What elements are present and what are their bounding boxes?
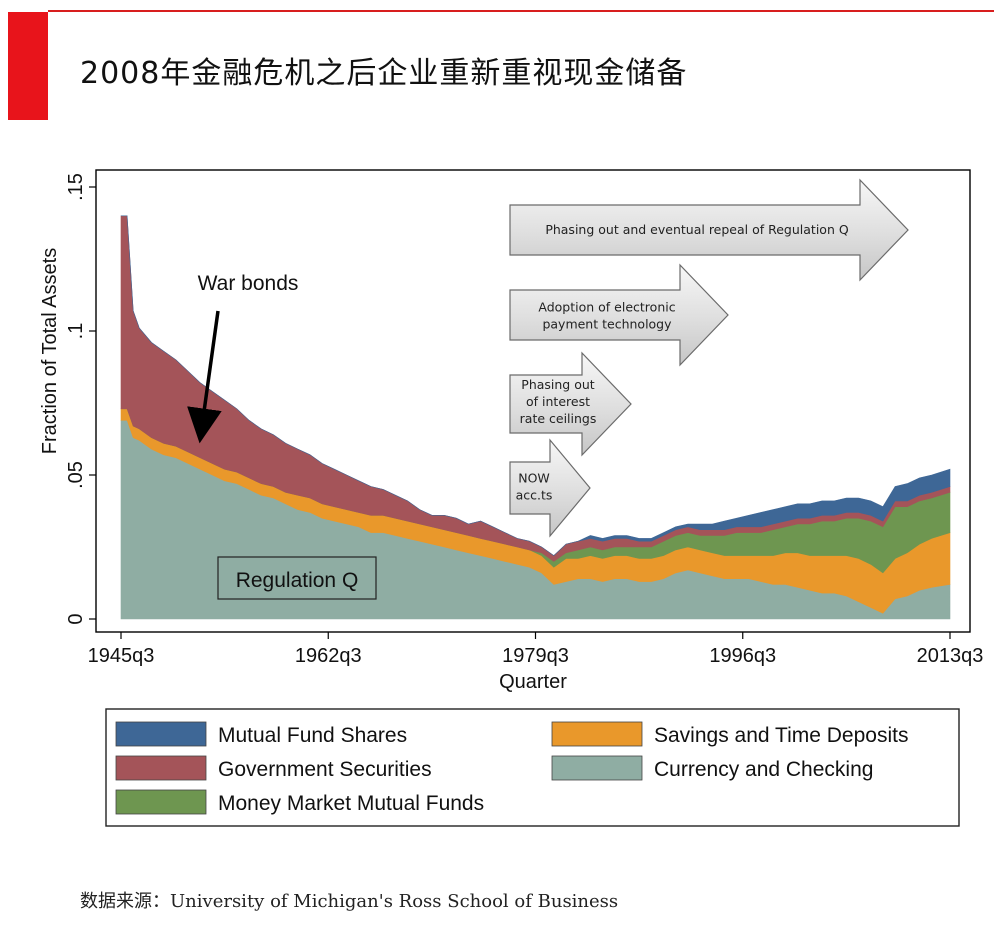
area-mutual-fund-shares [121,215,951,556]
stacked-area-chart: 0 .05 .1 .15 1945q3 1962q3 1979q3 1996q3 2013q3 F… [39,169,984,827]
policy-arrow-4-label: acc.ts [516,488,553,503]
accent-bar [8,12,48,120]
legend-label-savings-and-time-deposits: Savings and Time Deposits [654,724,908,747]
x-tick-label: 1979q3 [502,645,569,667]
policy-arrow-2-label: payment technology [542,317,672,332]
legend: Mutual Fund Shares Savings and Time Depos… [105,708,960,827]
source-label: 数据来源： [80,891,170,912]
legend-swatch-currency-and-checking [551,755,643,781]
y-tick-label: .1 [65,323,87,340]
policy-arrow-4-label: NOW [518,471,550,486]
annotations: War bonds Regulation Q Phasing out and eve… [187,178,909,600]
x-tick-label: 1996q3 [709,645,776,667]
x-tick-label: 1945q3 [88,645,155,667]
x-tick-label: 1962q3 [295,645,362,667]
slide-title: 2008年金融危机之后企业重新重视现金储备 [80,56,688,91]
y-tick-label: .15 [65,173,87,201]
policy-arrow-3 [509,351,632,457]
war-bonds-label: War bonds [198,272,299,295]
y-tick-label: .05 [65,461,87,489]
policy-arrow-3-label: rate ceilings [520,411,597,426]
policy-arrow-1 [509,178,909,282]
legend-swatch-money-market-mutual-funds [115,789,207,815]
plot-area [120,215,951,620]
legend-label-government-securities: Government Securities [218,758,432,781]
y-tick-label: 0 [65,613,87,624]
regulation-q-box [217,556,377,600]
legend-swatch-savings-and-time-deposits [551,721,643,747]
x-axis-title: Quarter [499,671,567,693]
policy-arrow-1-label: Phasing out and eventual repeal of Regul… [545,222,849,237]
legend-box [105,708,960,827]
legend-label-mutual-fund-shares: Mutual Fund Shares [218,724,407,747]
legend-label-currency-and-checking: Currency and Checking [654,758,873,781]
policy-arrow-2 [509,263,729,367]
source-text: University of Michigan's Ross School of … [170,891,619,912]
plot-frame [95,169,971,633]
policy-arrow-3-label: of interest [526,394,590,409]
y-axis-title: Fraction of Total Assets [39,248,61,454]
top-rule [48,10,994,12]
legend-swatch-government-securities [115,755,207,781]
policy-arrow-4 [509,438,591,538]
war-bonds-arrow [187,310,222,444]
legend-label-money-market-mutual-funds: Money Market Mutual Funds [218,792,484,815]
axes: 0 .05 .1 .15 1945q3 1962q3 1979q3 1996q3 2013q3 F… [39,169,984,693]
policy-arrow-3-label: Phasing out [521,377,595,392]
source-note: 数据来源：University of Michigan's Ross Schoo… [80,887,618,913]
policy-arrow-2-label: Adoption of electronic [538,300,675,315]
regulation-q-label: Regulation Q [236,569,359,592]
x-tick-label: 2013q3 [917,645,984,667]
legend-swatch-mutual-fund-shares [115,721,207,747]
